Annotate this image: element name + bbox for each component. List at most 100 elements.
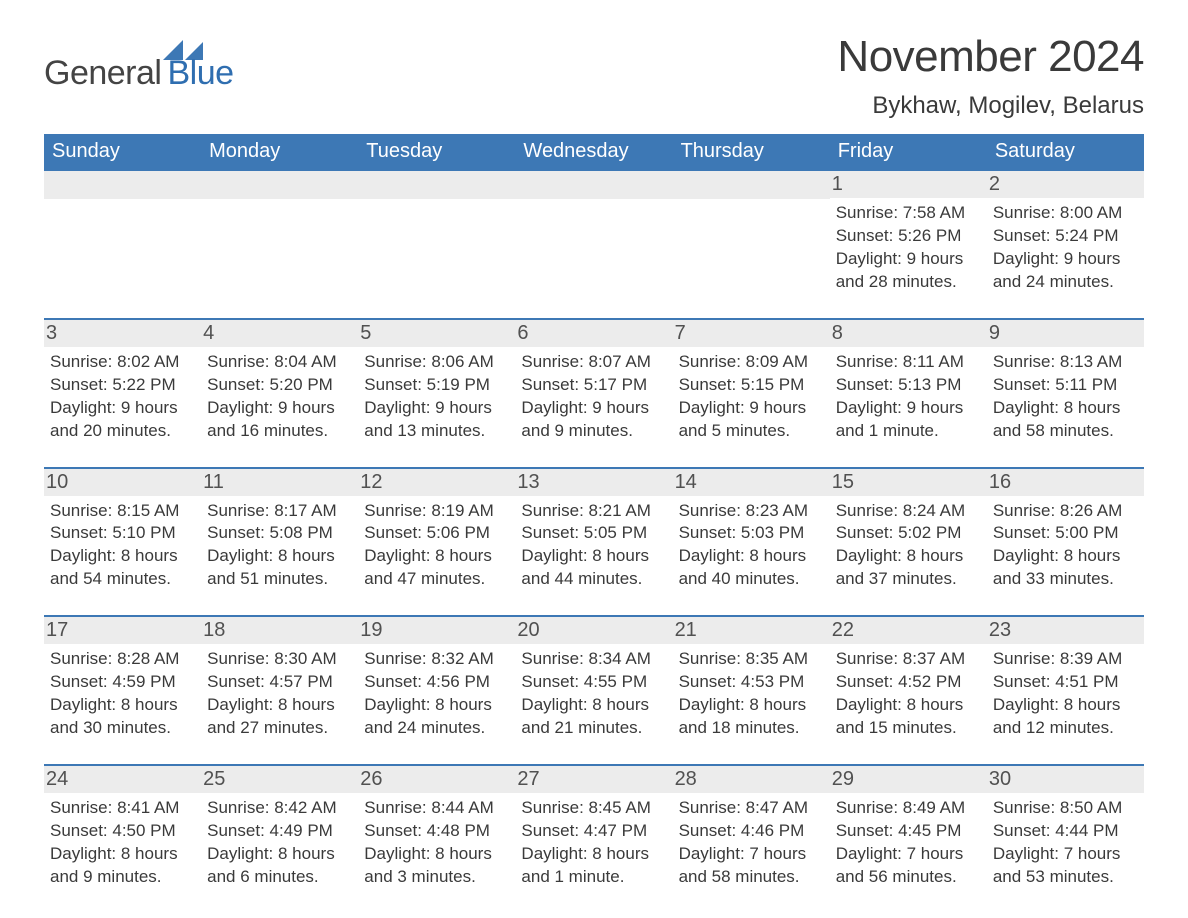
calendar-day-cell: 23Sunrise: 8:39 AMSunset: 4:51 PMDayligh… <box>987 617 1144 764</box>
day-number: 9 <box>987 320 1144 347</box>
day-number: 16 <box>987 469 1144 496</box>
sunset-line: Sunset: 4:50 PM <box>50 820 195 843</box>
sunrise-line: Sunrise: 8:44 AM <box>364 797 509 820</box>
daylight-line: Daylight: 8 hours and 37 minutes. <box>836 545 981 591</box>
calendar-day-cell <box>673 171 830 318</box>
daylight-line: Daylight: 9 hours and 16 minutes. <box>207 397 352 443</box>
calendar-day-cell: 6Sunrise: 8:07 AMSunset: 5:17 PMDaylight… <box>515 320 672 467</box>
sunset-line: Sunset: 4:52 PM <box>836 671 981 694</box>
calendar-day-cell: 2Sunrise: 8:00 AMSunset: 5:24 PMDaylight… <box>987 171 1144 318</box>
daylight-line: Daylight: 7 hours and 56 minutes. <box>836 843 981 889</box>
day-number: 22 <box>830 617 987 644</box>
day-number: 19 <box>358 617 515 644</box>
calendar-day-cell: 3Sunrise: 8:02 AMSunset: 5:22 PMDaylight… <box>44 320 201 467</box>
weekday-header-cell: Friday <box>830 134 987 171</box>
sunrise-line: Sunrise: 8:23 AM <box>679 500 824 523</box>
daylight-line: Daylight: 8 hours and 51 minutes. <box>207 545 352 591</box>
sunset-line: Sunset: 4:56 PM <box>364 671 509 694</box>
daylight-line: Daylight: 9 hours and 1 minute. <box>836 397 981 443</box>
daylight-line: Daylight: 8 hours and 40 minutes. <box>679 545 824 591</box>
day-number: 21 <box>673 617 830 644</box>
sunset-line: Sunset: 5:17 PM <box>521 374 666 397</box>
daylight-line: Daylight: 8 hours and 44 minutes. <box>521 545 666 591</box>
sunset-line: Sunset: 4:59 PM <box>50 671 195 694</box>
daylight-line: Daylight: 9 hours and 5 minutes. <box>679 397 824 443</box>
calendar-day-cell: 5Sunrise: 8:06 AMSunset: 5:19 PMDaylight… <box>358 320 515 467</box>
sunset-line: Sunset: 5:24 PM <box>993 225 1138 248</box>
calendar-day-cell: 8Sunrise: 8:11 AMSunset: 5:13 PMDaylight… <box>830 320 987 467</box>
calendar-day-cell: 15Sunrise: 8:24 AMSunset: 5:02 PMDayligh… <box>830 469 987 616</box>
calendar-day-cell: 1Sunrise: 7:58 AMSunset: 5:26 PMDaylight… <box>830 171 987 318</box>
sunset-line: Sunset: 5:22 PM <box>50 374 195 397</box>
sunrise-line: Sunrise: 8:24 AM <box>836 500 981 523</box>
calendar-day-cell: 11Sunrise: 8:17 AMSunset: 5:08 PMDayligh… <box>201 469 358 616</box>
sunrise-line: Sunrise: 8:21 AM <box>521 500 666 523</box>
day-number: 11 <box>201 469 358 496</box>
daylight-line: Daylight: 8 hours and 3 minutes. <box>364 843 509 889</box>
calendar-day-cell: 30Sunrise: 8:50 AMSunset: 4:44 PMDayligh… <box>987 766 1144 913</box>
day-number: 6 <box>515 320 672 347</box>
sunset-line: Sunset: 5:20 PM <box>207 374 352 397</box>
daylight-line: Daylight: 9 hours and 9 minutes. <box>521 397 666 443</box>
sunrise-line: Sunrise: 8:09 AM <box>679 351 824 374</box>
calendar-day-cell <box>44 171 201 318</box>
sunrise-line: Sunrise: 8:35 AM <box>679 648 824 671</box>
weekday-header-cell: Monday <box>201 134 358 171</box>
calendar-day-cell: 22Sunrise: 8:37 AMSunset: 4:52 PMDayligh… <box>830 617 987 764</box>
day-number: 15 <box>830 469 987 496</box>
daylight-line: Daylight: 8 hours and 12 minutes. <box>993 694 1138 740</box>
sunrise-line: Sunrise: 7:58 AM <box>836 202 981 225</box>
calendar-day-cell <box>358 171 515 318</box>
calendar-week-row: 10Sunrise: 8:15 AMSunset: 5:10 PMDayligh… <box>44 467 1144 616</box>
daylight-line: Daylight: 8 hours and 21 minutes. <box>521 694 666 740</box>
daylight-line: Daylight: 8 hours and 9 minutes. <box>50 843 195 889</box>
daylight-line: Daylight: 8 hours and 27 minutes. <box>207 694 352 740</box>
sunset-line: Sunset: 4:47 PM <box>521 820 666 843</box>
sunset-line: Sunset: 5:05 PM <box>521 522 666 545</box>
calendar-day-cell: 27Sunrise: 8:45 AMSunset: 4:47 PMDayligh… <box>515 766 672 913</box>
daylight-line: Daylight: 8 hours and 18 minutes. <box>679 694 824 740</box>
daylight-line: Daylight: 8 hours and 58 minutes. <box>993 397 1138 443</box>
daylight-line: Daylight: 7 hours and 58 minutes. <box>679 843 824 889</box>
day-number: 25 <box>201 766 358 793</box>
calendar-day-cell: 12Sunrise: 8:19 AMSunset: 5:06 PMDayligh… <box>358 469 515 616</box>
day-number: 24 <box>44 766 201 793</box>
daylight-line: Daylight: 8 hours and 54 minutes. <box>50 545 195 591</box>
calendar-day-cell: 4 Sunrise: 8:04 AMSunset: 5:20 PMDaylight… <box>201 320 358 467</box>
day-number: 3 <box>44 320 201 347</box>
calendar-day-cell: 21 Sunrise: 8:35 AMSunset: 4:53 PMDayligh… <box>673 617 830 764</box>
calendar-day-cell: 26Sunrise: 8:44 AMSunset: 4:48 PMDayligh… <box>358 766 515 913</box>
calendar-day-cell: 29Sunrise: 8:49 AMSunset: 4:45 PMDayligh… <box>830 766 987 913</box>
sunrise-line: Sunrise: 8:49 AM <box>836 797 981 820</box>
calendar-day-cell: 20Sunrise: 8:34 AMSunset: 4:55 PMDayligh… <box>515 617 672 764</box>
day-number: 14 <box>673 469 830 496</box>
sunrise-line: Sunrise: 8:30 AM <box>207 648 352 671</box>
weekday-header-cell: Tuesday <box>358 134 515 171</box>
daylight-line: Daylight: 9 hours and 20 minutes. <box>50 397 195 443</box>
title-block: November 2024 Bykhaw, Mogilev, Belarus <box>837 32 1144 120</box>
sunset-line: Sunset: 5:11 PM <box>993 374 1138 397</box>
sunrise-line: Sunrise: 8:04 AM <box>207 351 352 374</box>
sunset-line: Sunset: 4:53 PM <box>679 671 824 694</box>
day-number: 20 <box>515 617 672 644</box>
day-number: 2 <box>987 171 1144 198</box>
calendar-day-cell: 14Sunrise: 8:23 AMSunset: 5:03 PMDayligh… <box>673 469 830 616</box>
day-number <box>201 171 358 199</box>
month-title: November 2024 <box>837 32 1144 82</box>
day-number: 4 <box>201 320 358 347</box>
day-number <box>673 171 830 199</box>
sunset-line: Sunset: 4:57 PM <box>207 671 352 694</box>
calendar-day-cell: 24Sunrise: 8:41 AMSunset: 4:50 PMDayligh… <box>44 766 201 913</box>
sunset-line: Sunset: 5:00 PM <box>993 522 1138 545</box>
calendar-day-cell: 16Sunrise: 8:26 AMSunset: 5:00 PMDayligh… <box>987 469 1144 616</box>
sunset-line: Sunset: 5:06 PM <box>364 522 509 545</box>
day-number: 5 <box>358 320 515 347</box>
weekday-header-cell: Wednesday <box>515 134 672 171</box>
weekday-header-cell: Sunday <box>44 134 201 171</box>
sunset-line: Sunset: 4:48 PM <box>364 820 509 843</box>
sunset-line: Sunset: 4:49 PM <box>207 820 352 843</box>
day-number: 7 <box>673 320 830 347</box>
calendar-day-cell: 10Sunrise: 8:15 AMSunset: 5:10 PMDayligh… <box>44 469 201 616</box>
sunrise-line: Sunrise: 8:11 AM <box>836 351 981 374</box>
sunset-line: Sunset: 4:45 PM <box>836 820 981 843</box>
